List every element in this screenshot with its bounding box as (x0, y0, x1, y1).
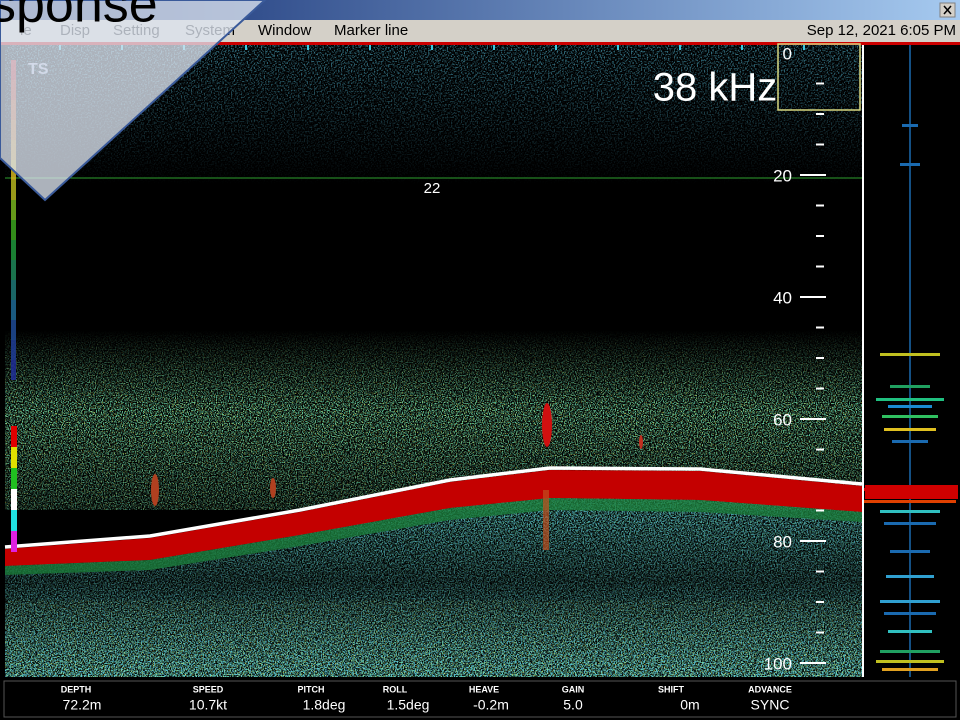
status-label: SHIFT (658, 684, 685, 694)
echo-bar (902, 124, 918, 127)
fish-school (639, 435, 643, 449)
echo-bar (884, 612, 936, 615)
color-step (11, 340, 16, 360)
color-step (11, 531, 17, 552)
color-step (11, 489, 17, 510)
status-value: 1.8deg (303, 697, 346, 713)
echo-bar (884, 522, 936, 525)
seabed-tail (5, 498, 862, 575)
status-value: SYNC (751, 697, 790, 713)
menu-item[interactable]: Window (258, 22, 312, 39)
status-value: 0m (680, 697, 699, 713)
echo-bar (880, 353, 940, 356)
status-value: 10.7kt (189, 697, 227, 713)
echo-bar (880, 650, 940, 653)
status-value: -0.2m (473, 697, 509, 713)
slide-overlay (0, 0, 267, 202)
depth-label: 80 (773, 532, 792, 551)
color-step (11, 360, 16, 380)
color-step (11, 280, 16, 300)
echo-bar (882, 415, 938, 418)
color-step (11, 320, 16, 340)
status-label: SPEED (193, 684, 224, 694)
status-value: 1.5deg (387, 697, 430, 713)
color-step (11, 220, 16, 240)
depth-label: 40 (773, 288, 792, 307)
menu-item[interactable]: Marker line (334, 22, 408, 39)
status-frame (3, 680, 957, 718)
datetime: Sep 12, 2021 6:05 PM (807, 22, 956, 39)
depth-label: 0 (783, 44, 792, 63)
status-label: PITCH (298, 684, 325, 694)
echo-bar (888, 405, 932, 408)
color-step (11, 260, 16, 280)
sub-bottom-3 (5, 600, 863, 677)
bottom-line (4, 466, 863, 549)
color-step (11, 426, 17, 447)
echo-bar (900, 163, 920, 166)
status-value: 5.0 (563, 697, 583, 713)
color-step (11, 447, 17, 468)
overlay-text: sponse (0, 0, 158, 34)
status-label: HEAVE (469, 684, 499, 694)
status-label: ROLL (383, 684, 408, 694)
echo-bar (890, 550, 930, 553)
color-step (11, 468, 17, 489)
echo-bar (886, 575, 934, 578)
echo-bar (892, 440, 928, 443)
echo-bar (890, 385, 930, 388)
menu-bar (0, 20, 960, 42)
echo-bar (882, 668, 938, 671)
depth-label: 100 (764, 654, 792, 673)
frequency-label: 38 kHz (653, 66, 778, 110)
color-step (11, 180, 16, 200)
echo-bar (864, 500, 956, 503)
fish-school (151, 474, 159, 506)
echo-bar (876, 398, 944, 401)
zoom-box (777, 43, 861, 111)
marker-label: 22 (424, 180, 441, 197)
echo-bar (880, 600, 940, 603)
echo-bar (880, 510, 940, 513)
echo-bar (888, 630, 932, 633)
a-scope-echoes (864, 124, 958, 671)
color-step (11, 510, 17, 531)
echo-bar (884, 428, 936, 431)
color-step (11, 300, 16, 320)
status-bar (0, 677, 960, 720)
status-label: DEPTH (61, 684, 92, 694)
bottom-echo (865, 485, 958, 499)
depth-label: 60 (773, 410, 792, 429)
close-icon (943, 5, 952, 15)
seabed (5, 470, 862, 566)
status-fields: DEPTH 72.2m SPEED 10.7kt PITCH 1.8deg ROLL 1.5d… (61, 684, 792, 712)
echo-trace (543, 490, 549, 550)
echo-bar (876, 660, 944, 663)
color-step (11, 240, 16, 260)
color-step (11, 200, 16, 220)
depth-scale: 0 20 40 60 80 100 (764, 44, 826, 673)
status-value: 72.2m (63, 697, 102, 713)
depth-label: 20 (773, 166, 792, 185)
fish-school (542, 403, 552, 447)
a-scope (865, 45, 958, 677)
fish-school (270, 478, 276, 498)
red-rule (0, 42, 960, 45)
status-label: GAIN (562, 684, 585, 694)
status-label: ADVANCE (748, 684, 792, 694)
